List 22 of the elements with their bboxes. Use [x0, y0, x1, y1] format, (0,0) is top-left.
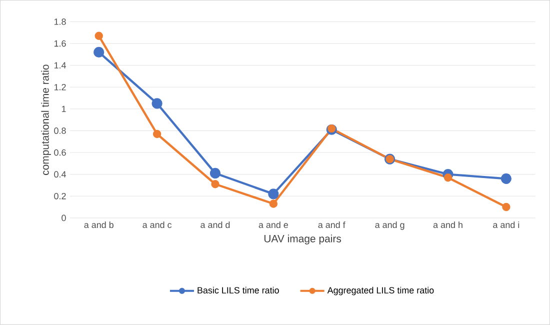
y-tick-label: 1.4 [54, 62, 66, 69]
y-tick-label: 1 [62, 106, 66, 112]
x-tick-label: a and b [84, 222, 114, 228]
x-tick-label: a and i [493, 222, 520, 228]
y-axis-title: computational time ratio [41, 64, 51, 176]
y-tick-label: 0.2 [54, 193, 66, 200]
legend-label: Aggregated LILS time ratio [327, 286, 434, 296]
y-tick-label: 1.8 [54, 18, 66, 26]
x-tick-label: a and d [200, 222, 230, 228]
y-tick-label: 1.2 [54, 84, 66, 90]
x-tick-label: a and g [375, 222, 404, 230]
x-tick-label: a and e [258, 222, 288, 228]
x-tick-label: a and f [318, 222, 346, 228]
legend-label: Basic LILS time ratio [198, 286, 279, 294]
x-axis-title: UAV image pairs [264, 234, 342, 245]
y-tick-label: 0 [62, 214, 66, 222]
y-tick-label: 0.6 [54, 149, 66, 156]
x-tick-label: a and h [433, 222, 462, 228]
y-tick-label: 0.8 [54, 128, 66, 134]
x-tick-label: a and c [142, 222, 172, 228]
y-tick-label: 0.4 [54, 171, 66, 178]
y-tick-label: 1.6 [54, 40, 66, 47]
